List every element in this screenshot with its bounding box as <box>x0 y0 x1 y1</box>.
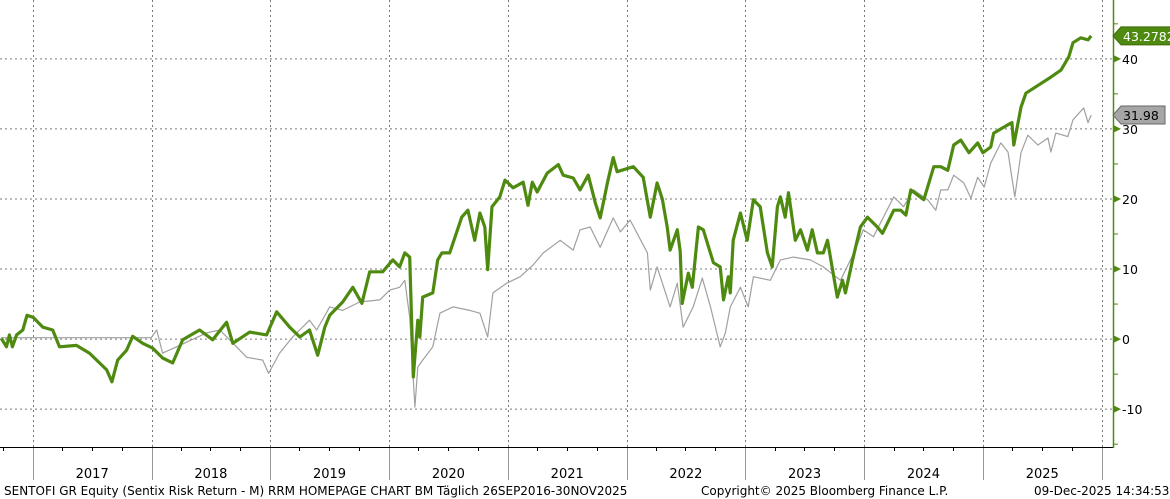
y-tick-label: 40 <box>1122 52 1138 67</box>
copyright: Copyright© 2025 Bloomberg Finance L.P. <box>701 484 948 498</box>
x-tick-label: 2025 <box>1026 467 1059 482</box>
y-tick-marker <box>1113 335 1121 344</box>
axes: 40 30 20 10 0 -10 2017 2018 2019 2020 2021 2022 2023… <box>0 0 1142 482</box>
x-tick-label: 2024 <box>907 467 940 482</box>
y-tick-marker <box>1113 265 1121 274</box>
y-tick-label: 0 <box>1122 332 1130 347</box>
y-tick-label: -10 <box>1122 402 1142 417</box>
x-tick-label: 2019 <box>313 467 346 482</box>
x-tick-label: 2022 <box>669 467 702 482</box>
series-lines <box>0 34 1093 408</box>
y-tick-label: 20 <box>1122 192 1138 207</box>
x-tick-label: 2018 <box>194 467 227 482</box>
y-tick-marker <box>1113 405 1121 414</box>
y-tick-label: 30 <box>1122 122 1138 137</box>
gridlines <box>0 0 1113 447</box>
y-tick-marker <box>1113 124 1121 133</box>
chart-description: SENTOFI GR Equity (Sentix Risk Return - … <box>4 484 627 498</box>
last-value-tag <box>1112 105 1166 125</box>
last-value-text: 43.2782 <box>1123 29 1170 44</box>
x-tick-label: 2017 <box>76 467 109 482</box>
y-tick-marker <box>1113 194 1121 203</box>
last-value-labels: 31.98 43.2782 <box>1112 26 1170 125</box>
last-value-text: 31.98 <box>1123 108 1159 123</box>
y-tick-marker <box>1113 54 1121 63</box>
series-line-sentix-risk-return <box>0 34 1093 384</box>
x-tick-label: 2021 <box>551 467 584 482</box>
last-value-tag <box>1112 26 1170 46</box>
x-tick-label: 2023 <box>788 467 821 482</box>
x-tick-label: 2020 <box>432 467 465 482</box>
series-line-benchmark <box>1 107 1092 408</box>
timestamp: 09-Dec-2025 14:34:53 <box>1034 484 1169 498</box>
y-tick-label: 10 <box>1122 262 1138 277</box>
